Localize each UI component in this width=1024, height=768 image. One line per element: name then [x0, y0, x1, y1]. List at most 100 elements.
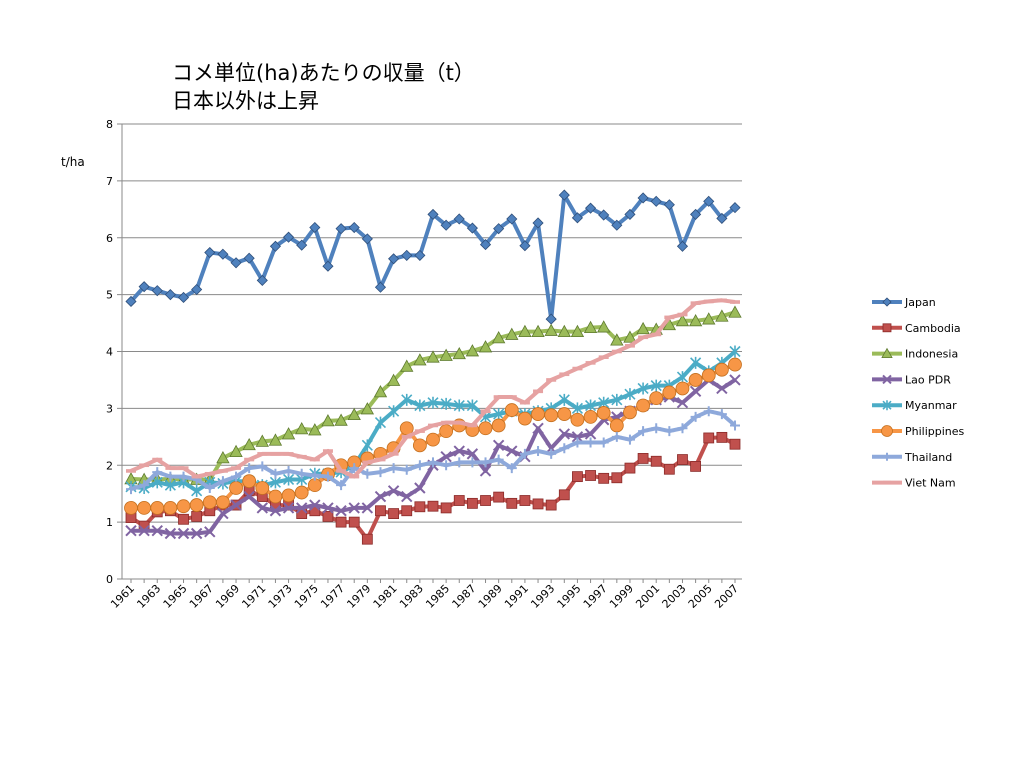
data-point-marker	[322, 449, 333, 453]
data-point-marker	[730, 300, 740, 304]
data-point-marker	[881, 425, 893, 437]
series-thailand	[126, 406, 740, 495]
data-point-marker	[689, 385, 702, 398]
data-point-marker	[466, 222, 478, 234]
y-tick-label: 2	[106, 459, 113, 472]
x-tick-label: 1993	[528, 582, 557, 611]
data-point-marker	[361, 533, 373, 545]
data-point-marker	[598, 355, 609, 359]
data-point-marker	[728, 357, 742, 372]
data-point-marker	[322, 502, 334, 514]
data-point-marker	[663, 463, 675, 475]
x-tick-label: 1999	[607, 582, 636, 611]
data-point-marker	[414, 249, 426, 261]
data-point-marker	[478, 421, 493, 436]
data-point-marker	[360, 402, 375, 415]
data-point-marker	[347, 407, 361, 421]
data-point-marker	[624, 208, 636, 220]
data-point-marker	[702, 312, 716, 325]
legend-label: Philippines	[905, 425, 965, 438]
data-point-marker	[126, 484, 136, 495]
data-point-marker	[231, 466, 242, 470]
data-point-marker	[439, 424, 454, 439]
data-point-marker	[584, 202, 597, 214]
legend-label: Indonesia	[905, 348, 958, 361]
data-point-marker	[295, 422, 309, 435]
x-tick-label: 1985	[423, 582, 452, 611]
data-point-marker	[690, 460, 702, 472]
data-point-marker	[519, 400, 530, 405]
data-point-marker	[504, 403, 519, 417]
data-point-marker	[688, 373, 703, 387]
y-tick-labels: 0 1 2 3 4 5 6 7 8	[106, 118, 113, 586]
data-point-marker	[401, 464, 412, 475]
y-tick-label: 8	[106, 118, 113, 131]
data-point-marker	[361, 502, 374, 514]
data-point-marker	[883, 480, 891, 485]
data-point-marker	[452, 346, 466, 360]
legend: Japan Cambodia Indonesia Lao PDR Myanmar Phil…	[872, 296, 965, 490]
series-indonesia	[124, 305, 742, 485]
data-point-marker	[349, 463, 360, 474]
data-point-marker	[611, 393, 623, 406]
data-point-marker	[388, 463, 399, 474]
data-point-marker	[349, 474, 360, 479]
data-point-marker	[545, 313, 557, 325]
data-point-marker	[491, 331, 506, 344]
x-tick-label: 2007	[712, 582, 741, 611]
data-point-marker	[281, 427, 296, 440]
data-point-marker	[571, 212, 584, 224]
data-point-marker	[544, 323, 558, 336]
data-point-marker	[465, 344, 480, 357]
data-point-marker	[176, 499, 191, 514]
data-point-marker	[690, 356, 702, 369]
data-point-marker	[454, 457, 465, 468]
data-point-marker	[479, 465, 492, 477]
data-point-marker	[204, 483, 215, 493]
data-point-marker	[374, 416, 387, 429]
data-point-marker	[623, 330, 637, 343]
data-point-marker	[336, 469, 347, 473]
data-point-marker	[716, 382, 728, 395]
data-point-marker	[583, 410, 598, 424]
data-point-marker	[256, 274, 268, 286]
data-point-marker	[309, 221, 321, 234]
data-point-marker	[729, 374, 741, 386]
data-point-marker	[637, 382, 649, 395]
data-point-marker	[467, 423, 478, 428]
data-point-marker	[493, 491, 505, 503]
data-point-marker	[126, 469, 136, 473]
data-point-marker	[335, 505, 347, 517]
data-point-marker	[244, 457, 255, 462]
data-point-marker	[493, 395, 504, 399]
data-point-marker	[730, 420, 740, 431]
data-point-marker	[703, 432, 715, 444]
data-point-marker	[441, 420, 452, 425]
data-point-marker	[638, 426, 649, 437]
data-point-marker	[138, 281, 150, 293]
data-point-marker	[882, 374, 892, 385]
data-point-marker	[229, 481, 243, 495]
data-point-marker	[714, 362, 729, 377]
data-point-marker	[163, 501, 178, 515]
x-tick-label: 1989	[476, 582, 505, 611]
data-point-marker	[204, 471, 215, 476]
data-point-marker	[440, 451, 452, 463]
data-point-marker	[506, 213, 518, 225]
data-point-marker	[583, 320, 598, 334]
data-point-marker	[663, 199, 675, 211]
x-tick-label: 2005	[686, 582, 715, 611]
series-japan	[125, 189, 741, 325]
data-point-marker	[585, 361, 596, 365]
data-point-marker	[231, 471, 242, 482]
data-point-marker	[519, 448, 530, 459]
data-point-marker	[675, 381, 690, 396]
data-point-marker	[191, 283, 203, 296]
data-point-marker	[624, 462, 636, 474]
data-point-marker	[703, 406, 714, 417]
data-point-marker	[283, 465, 294, 476]
data-point-marker	[164, 289, 176, 301]
data-point-marker	[558, 189, 570, 201]
data-point-marker	[255, 481, 270, 495]
